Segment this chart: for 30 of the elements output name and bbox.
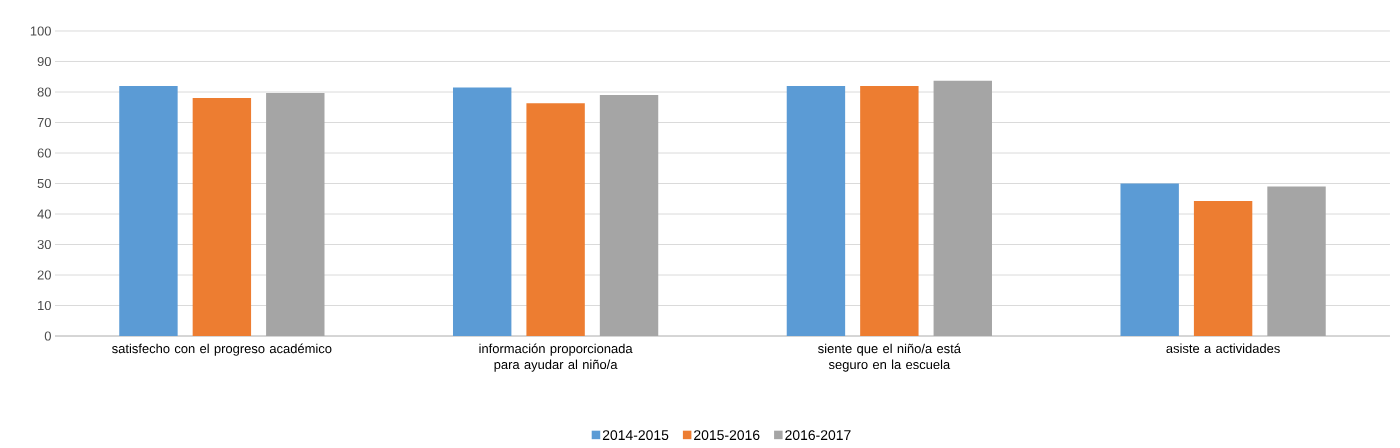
bar: [786, 85, 846, 336]
x-tick-label: satisfecho con el progreso académico: [112, 343, 332, 356]
bar: [1120, 183, 1179, 336]
x-tick-label: información proporcionada para ayudar al niño/a: [479, 343, 633, 372]
bar: [266, 92, 325, 336]
y-tick-label: 60: [37, 148, 51, 158]
bar: [1193, 200, 1253, 336]
legend-label: 2015-2016: [694, 430, 760, 441]
y-tick-label: 80: [37, 87, 51, 97]
x-tick-label: siente que el niño/a está seguro en la escuela: [818, 343, 961, 372]
y-tick-label: 30: [37, 239, 51, 250]
y-tick-label: 90: [37, 56, 51, 67]
bar: [119, 85, 178, 336]
bar: [933, 80, 992, 336]
y-tick-label: 40: [37, 209, 51, 219]
y-tick-label: 10: [38, 300, 51, 311]
bar: [860, 85, 919, 336]
y-tick-label: 20: [37, 270, 51, 280]
bar: [526, 103, 585, 336]
bar: [599, 95, 659, 336]
y-tick-label: 70: [37, 117, 51, 128]
y-tick-label: 50: [37, 178, 51, 189]
x-tick-label: asiste a actividades: [1166, 343, 1280, 354]
y-tick-label: 100: [30, 26, 51, 36]
bar: [192, 98, 252, 336]
y-tick-label: 0: [44, 331, 51, 341]
bar: [1267, 186, 1326, 336]
legend-label: 2016-2017: [785, 430, 851, 441]
legend-label: 2014-2015: [602, 430, 669, 441]
bar: [452, 87, 512, 336]
